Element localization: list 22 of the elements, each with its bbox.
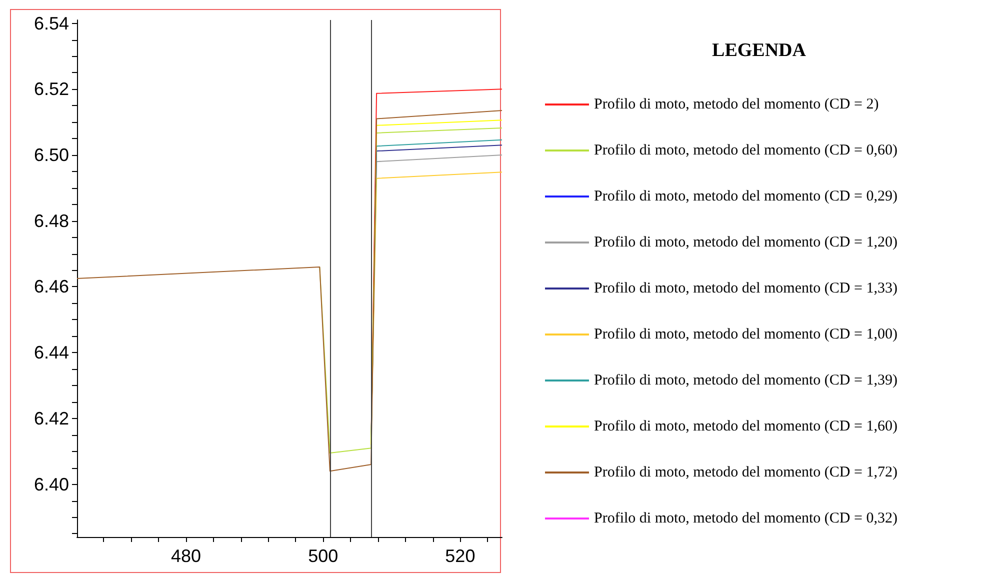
x-tick-label: 480 — [170, 546, 202, 566]
y-tick-label: 6.54 — [34, 13, 69, 34]
legend-label: Profilo di moto, metodo del momento (CD = 1,72) — [594, 464, 898, 480]
y-tick-label: 6.46 — [34, 276, 69, 297]
y-tick-label: 6.44 — [34, 342, 69, 363]
legend-title: LEGENDA — [712, 40, 806, 61]
legend-label: Profilo di moto, metodo del momento (CD = 2) — [594, 96, 879, 112]
x-tick-label: 500 — [308, 546, 338, 566]
legend-label: Profilo di moto, metodo del momento (CD = 1,60) — [594, 418, 898, 434]
x-tick-label: 520 — [445, 546, 476, 566]
legend-label: Profilo di moto, metodo del momento (CD = 0,32) — [594, 510, 898, 526]
legend-label: Profilo di moto, metodo del momento (CD = 1,20) — [594, 234, 898, 250]
legend-label: Profilo di moto, metodo del momento (CD = 1,39) — [594, 372, 898, 388]
legend-label: Profilo di moto, metodo del momento (CD = 0,60) — [594, 142, 898, 158]
legend-label: Profilo di moto, metodo del momento (CD = 1,33) — [594, 280, 898, 296]
y-tick-label: 6.52 — [34, 79, 69, 100]
y-tick-label: 6.48 — [34, 210, 69, 231]
legend-label: Profilo di moto, metodo del momento (CD = 0,29) — [594, 188, 898, 204]
y-tick-label: 6.40 — [34, 474, 69, 494]
y-tick-label: 6.50 — [34, 145, 69, 166]
legend-label: Profilo di moto, metodo del momento (CD = 1,00) — [594, 326, 898, 342]
y-tick-label: 6.42 — [34, 408, 69, 428]
